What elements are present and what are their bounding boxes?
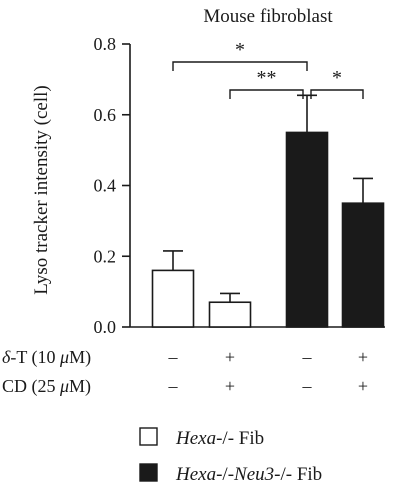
bar: [285, 131, 329, 328]
treatment-mark: +: [225, 347, 235, 367]
legend-label: Hexa-/- Fib: [175, 428, 264, 449]
treatment-suffix: M): [69, 376, 91, 397]
y-tick-label: 0.2: [94, 246, 117, 266]
legend-swatch: [139, 463, 158, 482]
bar: [151, 269, 195, 328]
treatment-mark: +: [225, 376, 235, 396]
treatment-label: δ-T (10 μM): [2, 347, 91, 368]
bars: [151, 131, 385, 328]
legend-italic: Hexa-: [175, 464, 222, 485]
treatment-mark: –: [302, 376, 313, 396]
y-tick-label: 0.4: [94, 176, 117, 196]
treatment-mark: –: [302, 347, 313, 367]
significance-brackets: *** *: [172, 39, 364, 99]
treatment-text: -T (10: [10, 347, 60, 368]
y-axis-label: Lyso tracker intensity (cell): [31, 85, 52, 294]
treatment-suffix: M): [69, 347, 91, 368]
legend-italic: Neu3-: [233, 464, 280, 485]
y-tick-label: 0.0: [94, 317, 117, 337]
bar: [341, 202, 385, 328]
treatment-table: δ-T (10 μM) – + – + CD (25 μM) – + – +: [2, 347, 368, 397]
significance-bracket: [172, 61, 308, 71]
chart-title: Mouse fibroblast: [203, 6, 333, 27]
y-tick-label: 0.8: [94, 34, 117, 54]
treatment-mark: +: [358, 347, 368, 367]
treatment-mark: +: [358, 376, 368, 396]
y-tick-label: 0.6: [94, 105, 117, 125]
legend-label: Hexa-/-Neu3-/- Fib: [175, 464, 322, 485]
y-ticks: 0.0 0.2 0.4 0.6 0.8: [94, 34, 130, 337]
bar: [208, 301, 252, 328]
legend-swatch: [139, 427, 158, 446]
significance-label: *: [235, 39, 245, 61]
legend-text: /- Fib: [222, 428, 264, 449]
treatment-label: CD (25 μM): [2, 376, 91, 397]
treatment-unit: μ: [59, 376, 69, 396]
legend-text: /-: [222, 464, 234, 485]
significance-bracket: [229, 89, 304, 99]
treatment-text: CD (25: [2, 376, 60, 397]
legend-italic: Hexa-: [175, 428, 222, 449]
significance-label: *: [332, 67, 342, 89]
legend-text: /- Fib: [280, 464, 322, 485]
significance-label: **: [257, 67, 277, 89]
treatment-unit: μ: [59, 347, 69, 367]
treatment-prefix: δ: [2, 347, 11, 367]
treatment-mark: –: [168, 347, 179, 367]
treatment-mark: –: [168, 376, 179, 396]
significance-bracket: [310, 89, 364, 99]
error-bars: [163, 94, 373, 303]
